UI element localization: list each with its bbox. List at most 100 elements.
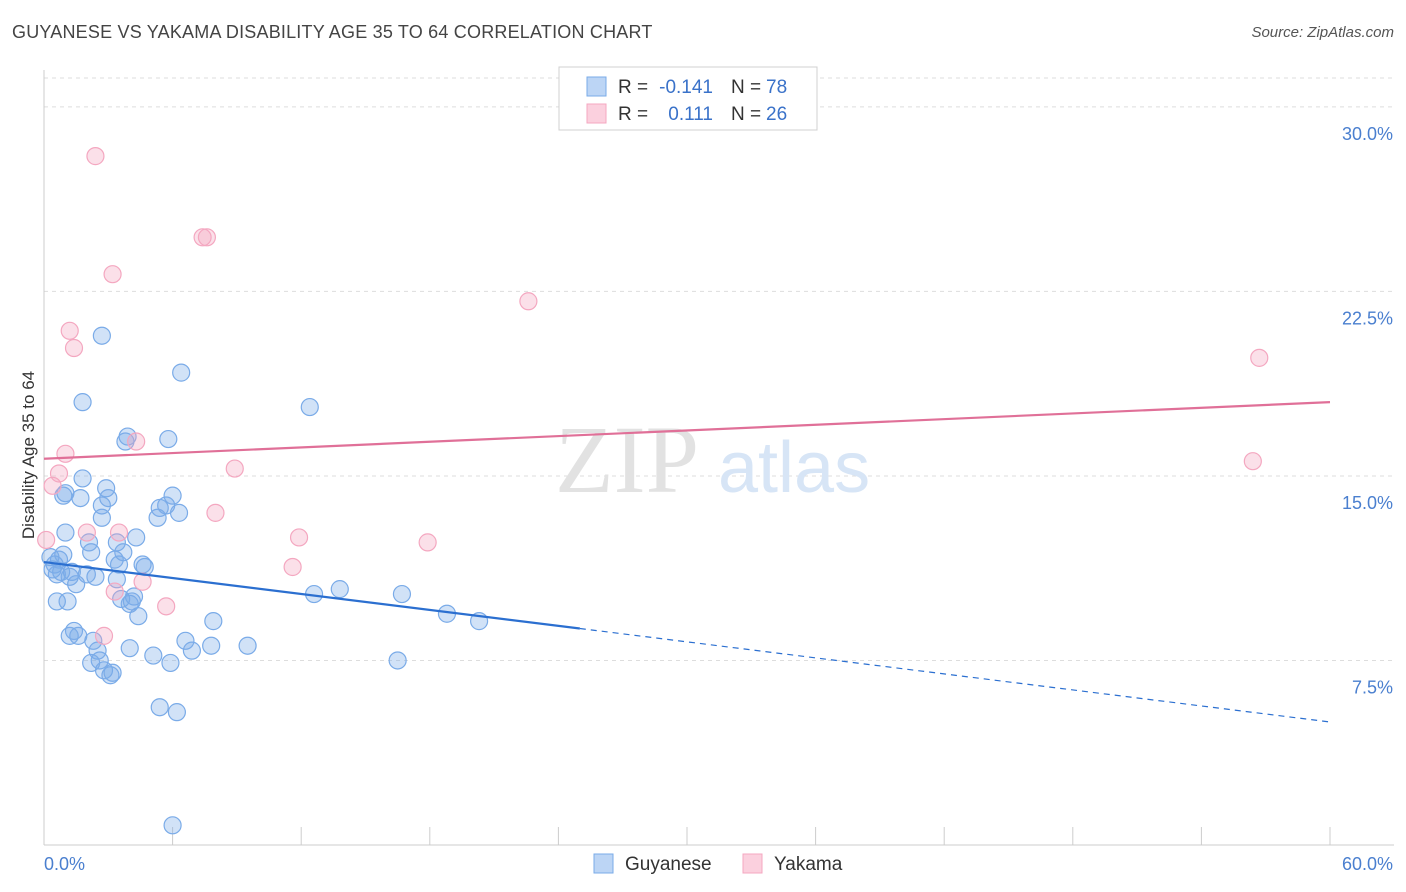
point-guyanese	[388, 651, 407, 670]
point-guyanese	[202, 636, 221, 655]
y-tick-label: 15.0%	[1342, 493, 1393, 513]
point-guyanese	[204, 612, 223, 631]
point-guyanese	[124, 587, 144, 606]
point-guyanese	[114, 543, 133, 562]
point-yakama	[64, 338, 84, 358]
point-yakama	[206, 503, 225, 522]
legend-n-value-1: 78	[766, 77, 787, 98]
axes	[43, 70, 1394, 846]
trend-line-guyanese	[43, 560, 580, 630]
y-tick-label: 7.5%	[1352, 677, 1393, 697]
point-guyanese	[176, 631, 195, 650]
point-guyanese	[127, 528, 146, 547]
watermark-atlas: atlas	[718, 428, 870, 508]
legend-r-label-1: R =	[618, 77, 648, 98]
point-guyanese	[84, 631, 103, 650]
point-yakama	[86, 147, 105, 166]
point-guyanese	[71, 488, 90, 508]
legend-r-label-2: R =	[618, 104, 648, 125]
point-guyanese	[73, 393, 92, 412]
tick-labels: 7.5% 15.0% 22.5% 30.0% 0.0% 60.0%	[44, 124, 1393, 874]
series-legend: Guyanese Yakama	[593, 853, 843, 875]
point-guyanese	[47, 592, 66, 611]
point-guyanese	[56, 523, 75, 542]
point-yakama	[37, 530, 56, 550]
legend-r-value-1: -0.141	[659, 77, 713, 98]
point-guyanese	[73, 469, 92, 488]
legend-swatch-yakama	[586, 103, 607, 124]
point-guyanese	[92, 496, 111, 515]
point-guyanese	[54, 545, 73, 564]
trend-line-yakama	[43, 401, 1331, 460]
point-yakama	[418, 533, 437, 552]
point-yakama	[77, 523, 96, 542]
point-guyanese	[330, 580, 349, 599]
point-yakama	[193, 228, 212, 247]
point-guyanese	[103, 663, 122, 682]
series-swatch-guyanese	[593, 853, 614, 874]
point-guyanese	[92, 326, 111, 345]
point-guyanese	[163, 486, 182, 505]
trend-line-extension-guyanese	[579, 627, 1331, 723]
series-swatch-yakama	[742, 853, 763, 874]
watermark-zip: ZIP	[555, 406, 699, 513]
point-guyanese	[58, 592, 77, 611]
legend-swatch-guyanese	[586, 76, 607, 97]
point-yakama	[49, 464, 69, 483]
point-guyanese	[101, 666, 120, 685]
point-guyanese	[161, 653, 180, 673]
point-yakama	[283, 557, 302, 577]
legend-n-label-1: N =	[731, 77, 761, 98]
legend-n-label-2: N =	[731, 104, 761, 125]
point-yakama	[60, 321, 79, 340]
point-yakama	[197, 228, 216, 247]
grid-lines	[44, 77, 1394, 661]
point-guyanese	[118, 427, 137, 446]
point-guyanese	[69, 626, 88, 645]
x-tick-label: 60.0%	[1342, 854, 1393, 874]
series-label-yakama: Yakama	[774, 854, 843, 875]
point-yakama	[1243, 452, 1262, 471]
point-guyanese	[90, 651, 109, 670]
point-guyanese	[159, 429, 178, 449]
legend-r-value-2: 0.111	[668, 104, 713, 125]
point-yakama	[519, 292, 538, 311]
point-guyanese	[86, 567, 105, 586]
point-guyanese	[238, 636, 257, 655]
y-tick-label: 30.0%	[1342, 124, 1393, 144]
point-guyanese	[169, 503, 189, 522]
point-guyanese	[167, 703, 186, 722]
y-tick-label: 22.5%	[1342, 308, 1393, 328]
point-yakama	[56, 444, 75, 463]
point-guyanese	[120, 639, 139, 658]
correlation-legend: R = -0.141 N = 78 R = 0.111 N = 26	[558, 66, 818, 131]
point-guyanese	[150, 698, 169, 717]
trend-lines	[43, 401, 1331, 723]
point-yakama	[94, 626, 114, 645]
legend-n-value-2: 26	[766, 104, 787, 125]
point-yakama	[225, 459, 244, 478]
point-guyanese	[300, 397, 319, 417]
point-yakama	[289, 528, 309, 547]
source-label: Source: ZipAtlas.com	[1251, 24, 1394, 41]
point-yakama	[1250, 348, 1269, 367]
point-guyanese	[99, 488, 118, 508]
point-yakama	[109, 523, 129, 542]
point-guyanese	[82, 543, 101, 562]
point-guyanese	[163, 816, 182, 835]
point-yakama	[103, 265, 122, 284]
point-guyanese	[92, 508, 111, 527]
y-axis-label: Disability Age 35 to 64	[19, 371, 38, 539]
chart-title: GUYANESE VS YAKAMA DISABILITY AGE 35 TO …	[12, 22, 653, 42]
data-points	[37, 147, 1269, 835]
point-guyanese	[129, 607, 148, 626]
point-guyanese	[144, 646, 163, 665]
point-guyanese	[172, 363, 191, 382]
point-yakama	[157, 597, 176, 616]
series-label-guyanese: Guyanese	[625, 854, 712, 875]
point-yakama	[105, 582, 124, 601]
point-yakama	[127, 432, 146, 451]
point-guyanese	[392, 584, 412, 604]
x-tick-label: 0.0%	[44, 854, 85, 874]
